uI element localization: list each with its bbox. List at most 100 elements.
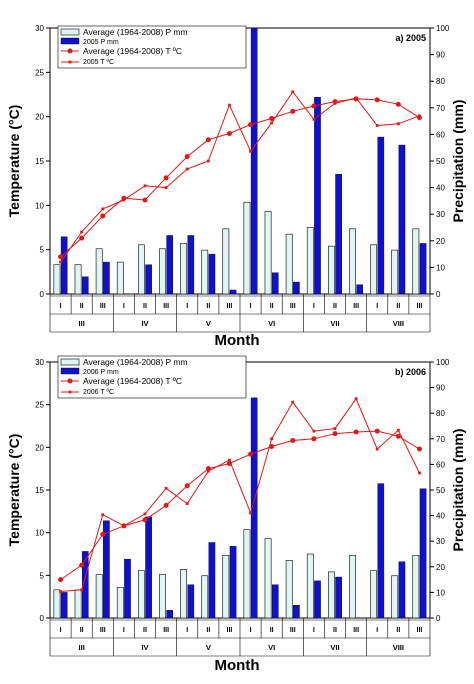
legend-swatch-marker	[68, 390, 72, 394]
average-precip-bar	[180, 569, 188, 619]
average-temperature-point	[142, 517, 148, 523]
average-precip-bar	[159, 574, 166, 619]
panel-label: b) 2006	[395, 367, 426, 377]
year-temperature-point	[185, 502, 189, 506]
month-label: III	[79, 643, 85, 652]
average-temperature-point	[248, 451, 254, 457]
left-tick-label: 15	[35, 486, 44, 495]
legend-swatch-marker	[67, 378, 73, 384]
average-precip-bar	[349, 554, 356, 619]
left-axis-title: Temperature (°C)	[6, 434, 22, 547]
decade-label: II	[333, 627, 337, 634]
average-precip-bar	[138, 570, 145, 619]
decade-label: II	[206, 303, 210, 310]
average-precip-bar	[243, 529, 251, 619]
decade-label: I	[186, 303, 188, 310]
month-label: VIII	[393, 643, 404, 652]
decade-label: III	[227, 303, 233, 310]
right-tick-label: 0	[436, 614, 441, 623]
decade-label: III	[100, 303, 106, 310]
year-temperature-point	[206, 469, 210, 473]
year-temperature-point	[80, 588, 84, 592]
average-precip-bar	[180, 243, 188, 295]
month-label: V	[206, 319, 211, 328]
decade-label: I	[313, 627, 315, 634]
legend-label: Average (1964-2008) P mm	[83, 27, 188, 37]
right-tick-label: 70	[436, 104, 445, 113]
legend-box	[57, 355, 247, 399]
average-temperature-point	[248, 122, 254, 128]
year-temperature-point	[228, 103, 231, 107]
right-tick-label: 90	[436, 51, 445, 60]
year-temperature-line	[60, 397, 420, 592]
year-precip-bar	[250, 27, 258, 295]
average-temperature-point	[205, 137, 211, 143]
right-tick-label: 30	[436, 210, 445, 219]
decade-label: II	[80, 627, 84, 634]
average-precip-bar	[306, 227, 314, 295]
month-label: VI	[268, 319, 275, 328]
legend-label: Average (1964-2008) P mm	[83, 357, 188, 367]
panel-label: a) 2005	[395, 33, 426, 43]
left-tick-label: 0	[40, 290, 45, 299]
year-temperature-point	[59, 590, 62, 593]
average-precip-bar	[412, 554, 420, 619]
year-precip-bar	[314, 580, 321, 619]
decade-label: I	[376, 303, 378, 310]
average-temperature-point	[142, 197, 148, 203]
year-precip-bar	[356, 284, 364, 295]
right-tick-label: 0	[436, 290, 441, 299]
plot-frame	[49, 27, 431, 295]
right-tick-label: 80	[436, 77, 445, 86]
legend-swatch-year-precip	[60, 37, 80, 45]
right-tick-label: 100	[436, 358, 450, 367]
right-tick-label: 20	[436, 563, 445, 572]
year-precip-bar	[398, 144, 406, 295]
average-precip-bar	[391, 575, 399, 619]
left-tick-label: 30	[35, 358, 44, 367]
decade-label: III	[353, 627, 359, 634]
year-precip-bar	[208, 542, 216, 619]
month-label: V	[206, 643, 211, 652]
left-tick-label: 0	[40, 614, 45, 623]
year-temperature-point	[270, 437, 274, 441]
average-precip-bar	[116, 261, 124, 295]
right-tick-label: 40	[436, 184, 445, 193]
year-temperature-point	[312, 429, 316, 433]
average-precip-bar	[74, 589, 82, 619]
year-precip-bar	[187, 235, 195, 295]
decade-label: II	[396, 303, 400, 310]
average-precip-bar	[201, 575, 209, 619]
decade-label: II	[143, 303, 147, 310]
average-temperature-point	[311, 436, 317, 442]
right-tick-label: 100	[436, 24, 450, 33]
average-temperature-point	[374, 428, 380, 434]
x-axis-title: Month	[215, 657, 260, 674]
right-tick-label: 50	[436, 157, 445, 166]
average-precip-bar	[201, 249, 209, 295]
average-temperature-line	[60, 430, 420, 581]
average-temperature-point	[79, 562, 85, 568]
month-label: VI	[268, 643, 275, 652]
right-tick-label: 30	[436, 537, 445, 546]
month-label: IV	[141, 319, 148, 328]
year-temperature-point	[143, 184, 147, 188]
average-temperature-point	[226, 131, 232, 137]
left-axis-title: Temperature (°C)	[6, 105, 22, 218]
average-precip-bar	[53, 589, 61, 619]
average-temperature-point	[226, 461, 232, 467]
month-label: IV	[141, 643, 148, 652]
left-tick-label: 5	[40, 246, 45, 255]
year-temperature-point	[418, 471, 421, 475]
average-precip-bar	[95, 248, 103, 295]
year-temperature-point	[312, 117, 316, 121]
decade-label: III	[417, 303, 423, 310]
decade-label: I	[123, 627, 125, 634]
left-tick-label: 25	[35, 401, 44, 410]
year-temperature-point	[80, 230, 84, 234]
month-label: VII	[330, 643, 339, 652]
legend-box	[57, 25, 247, 69]
decade-label: I	[186, 627, 188, 634]
